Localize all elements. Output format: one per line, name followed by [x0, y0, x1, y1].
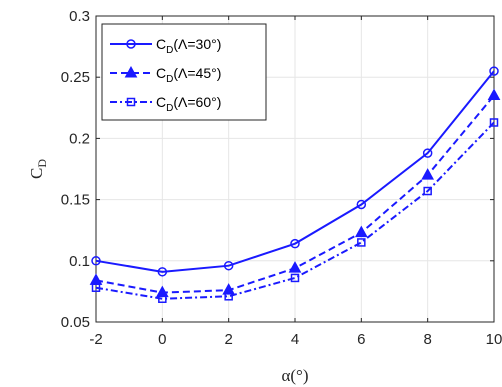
data-point-circle [91, 256, 101, 266]
legend-label: CD(Λ=45°) [156, 65, 221, 85]
series-3 [91, 118, 499, 303]
data-point-triangle [89, 273, 103, 285]
data-point-circle [157, 267, 168, 277]
legend-item: CD(Λ=45°) [110, 65, 221, 85]
legend: CD(Λ=30°)CD(Λ=45°)CD(Λ=60°) [101, 23, 267, 121]
y-axis-label-sub: D [35, 159, 49, 168]
data-point-triangle [155, 285, 169, 298]
y-tick-label: 0.25 [61, 69, 90, 86]
data-point-triangle [487, 88, 501, 101]
legend-label-rest: (Λ=60°) [173, 94, 221, 110]
data-point-triangle [354, 225, 368, 238]
legend-label-sub: D [166, 103, 173, 114]
data-point-circle [290, 238, 300, 249]
x-tick-label: 2 [224, 331, 232, 348]
x-tick-label: 4 [291, 331, 299, 348]
data-point-square [158, 294, 167, 303]
data-point-square [489, 118, 499, 127]
legend-label-sub: D [166, 45, 173, 56]
x-tick-label: 10 [486, 331, 502, 348]
data-point-square [290, 273, 300, 283]
data-point-square [91, 283, 101, 292]
data-point-triangle [421, 168, 435, 180]
legend-label-rest: (Λ=45°) [173, 65, 221, 81]
data-point-square [423, 186, 432, 196]
y-tick-label: 0.15 [61, 192, 90, 209]
axis-ticks: -2 0 2 4 6 8 10 0.05 0.1 0.15 0.2 0.25 0.3 [61, 8, 502, 348]
y-tick-label: 0.2 [69, 130, 90, 147]
y-tick-label: 0.3 [69, 8, 90, 25]
data-point-circle [223, 260, 234, 271]
x-tick-label: 0 [158, 331, 166, 348]
y-axis-label-main: C [27, 168, 46, 179]
x-tick-label: 8 [423, 331, 431, 348]
x-axis-label: α(°) [281, 366, 308, 385]
series-line [95, 70, 495, 273]
data-point-triangle [124, 65, 138, 78]
data-point-circle [126, 39, 136, 49]
data-point-square [224, 292, 233, 301]
data-point-square [126, 97, 136, 107]
legend-item: CD(Λ=60°) [110, 94, 221, 114]
legend-label-main: C [156, 65, 166, 81]
x-tick-label: 6 [357, 331, 365, 348]
legend-item: CD(Λ=30°) [110, 36, 221, 56]
legend-label-main: C [156, 36, 166, 52]
data-point-circle [489, 66, 499, 76]
legend-label: CD(Λ=60°) [156, 94, 221, 114]
y-tick-label: 0.05 [61, 314, 90, 331]
series-line [95, 121, 495, 300]
x-tick-label: -2 [89, 331, 102, 348]
data-point-circle [422, 148, 433, 158]
legend-label-main: C [156, 94, 166, 110]
data-point-triangle [222, 283, 236, 295]
legend-label-sub: D [166, 74, 173, 85]
series-group [89, 66, 501, 303]
y-tick-label: 0.1 [69, 253, 90, 270]
legend-label: CD(Λ=30°) [156, 36, 221, 56]
series-1 [91, 66, 499, 277]
data-point-circle [356, 199, 367, 210]
data-point-square [357, 238, 366, 247]
data-point-triangle [288, 261, 302, 273]
legend-label-rest: (Λ=30°) [173, 36, 221, 52]
y-axis-label: CD [27, 159, 49, 179]
